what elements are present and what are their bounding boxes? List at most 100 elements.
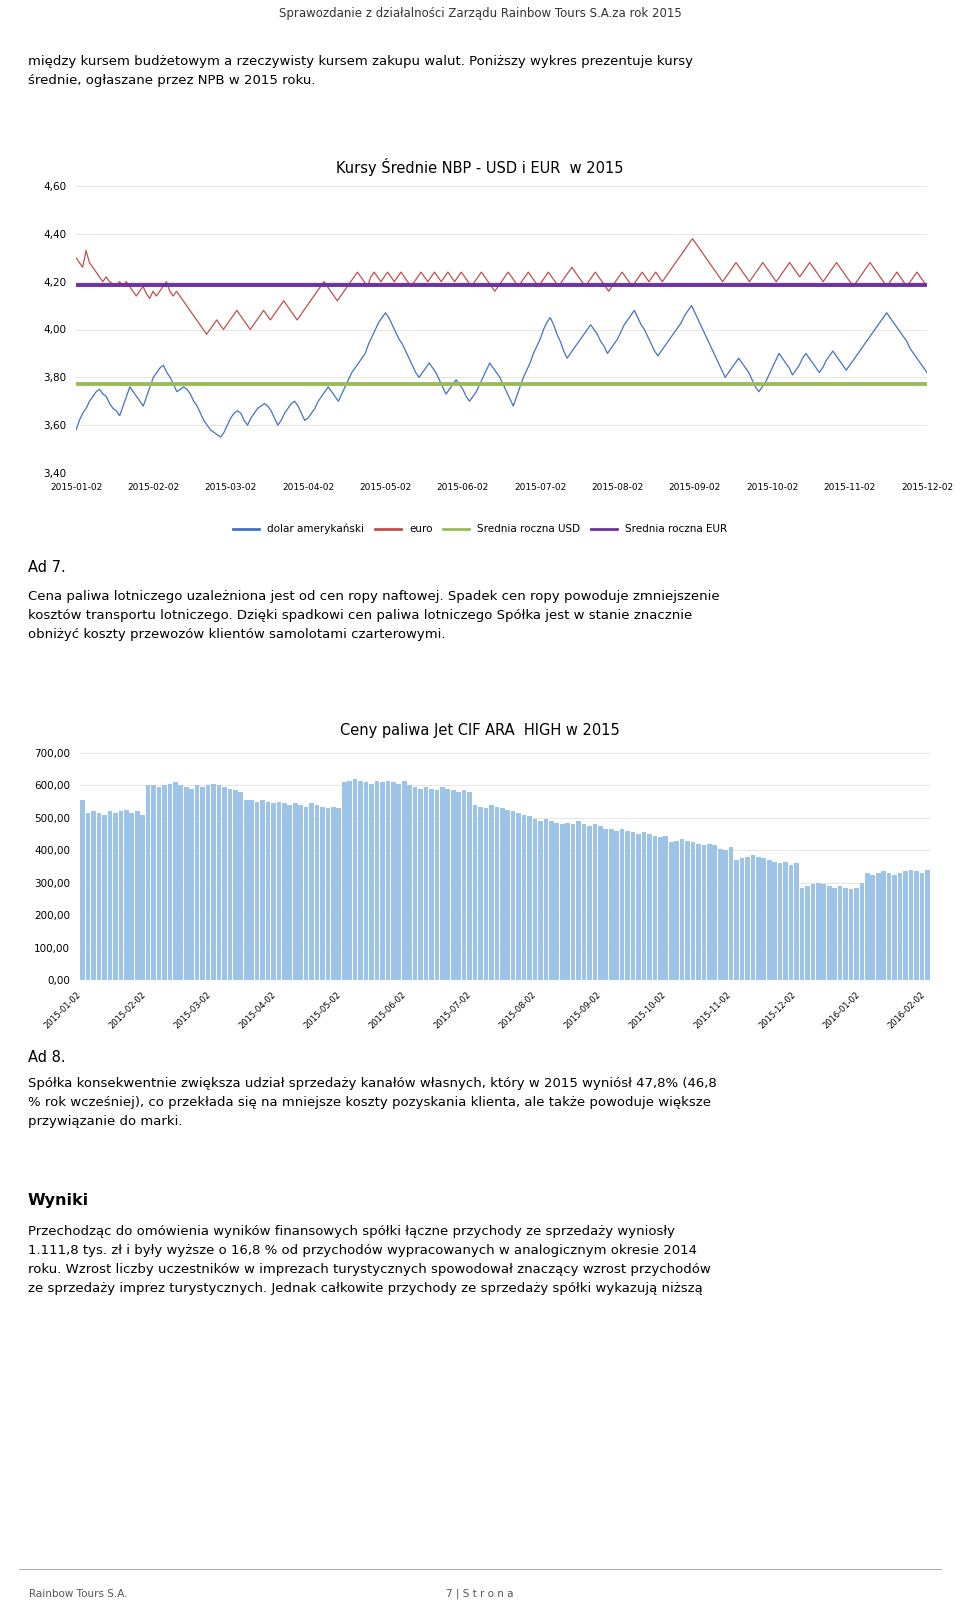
- Bar: [118, 811, 123, 979]
- Bar: [348, 781, 352, 979]
- Bar: [527, 816, 532, 979]
- Bar: [254, 802, 259, 979]
- Bar: [620, 829, 624, 979]
- Bar: [756, 856, 760, 979]
- Bar: [641, 832, 646, 979]
- Bar: [549, 821, 554, 979]
- Bar: [543, 819, 548, 979]
- Bar: [674, 840, 679, 979]
- Bar: [494, 806, 499, 979]
- Bar: [859, 882, 864, 979]
- Bar: [636, 834, 641, 979]
- Bar: [156, 787, 161, 979]
- Bar: [364, 782, 369, 979]
- Bar: [113, 813, 118, 979]
- Bar: [854, 887, 859, 979]
- Text: Ad 7.: Ad 7.: [28, 561, 65, 575]
- Bar: [413, 787, 418, 979]
- Bar: [822, 884, 826, 979]
- Bar: [173, 782, 178, 979]
- Bar: [250, 800, 254, 979]
- Bar: [266, 802, 271, 979]
- Bar: [201, 787, 204, 979]
- Bar: [838, 886, 843, 979]
- Bar: [761, 858, 766, 979]
- Bar: [680, 839, 684, 979]
- Bar: [440, 787, 444, 979]
- Bar: [419, 789, 422, 979]
- Bar: [898, 873, 902, 979]
- Bar: [751, 855, 756, 979]
- Bar: [690, 842, 695, 979]
- Bar: [571, 824, 575, 979]
- Bar: [396, 784, 401, 979]
- Text: Spółka konsekwentnie zwiększa udział sprzedaży kanałów własnych, który w 2015 wy: Spółka konsekwentnie zwiększa udział spr…: [28, 1076, 717, 1128]
- Bar: [778, 863, 782, 979]
- Text: Przechodząc do omówienia wyników finansowych spółki łączne przychody ze sprzedaż: Przechodząc do omówienia wyników finanso…: [28, 1225, 710, 1294]
- Bar: [734, 860, 739, 979]
- Bar: [315, 805, 320, 979]
- Bar: [445, 789, 450, 979]
- Bar: [843, 887, 848, 979]
- Bar: [179, 785, 183, 979]
- Bar: [168, 784, 172, 979]
- Bar: [865, 873, 870, 979]
- Bar: [91, 811, 96, 979]
- Text: Sprawozdanie z działalności Zarządu Rainbow Tours S.A.za rok 2015: Sprawozdanie z działalności Zarządu Rain…: [278, 8, 682, 21]
- Bar: [773, 861, 777, 979]
- Bar: [472, 805, 477, 979]
- Bar: [516, 813, 521, 979]
- Text: Ad 8.: Ad 8.: [28, 1050, 65, 1065]
- Bar: [189, 789, 194, 979]
- Bar: [560, 824, 564, 979]
- Text: Kursy Średnie NBP - USD i EUR  w 2015: Kursy Średnie NBP - USD i EUR w 2015: [336, 158, 624, 176]
- Bar: [631, 832, 636, 979]
- Bar: [462, 790, 467, 979]
- Bar: [244, 800, 249, 979]
- Bar: [293, 803, 298, 979]
- Bar: [152, 785, 156, 979]
- Bar: [130, 813, 134, 979]
- Text: Ceny paliwa Jet CIF ARA  HIGH w 2015: Ceny paliwa Jet CIF ARA HIGH w 2015: [340, 722, 620, 739]
- Bar: [162, 785, 167, 979]
- Bar: [707, 844, 711, 979]
- Legend: dolar amerykański, euro, Srednia roczna USD, Srednia roczna EUR: dolar amerykański, euro, Srednia roczna …: [228, 520, 732, 538]
- Bar: [222, 787, 227, 979]
- Bar: [102, 814, 107, 979]
- Text: Rainbow Tours S.A.: Rainbow Tours S.A.: [29, 1589, 128, 1598]
- Bar: [423, 787, 428, 979]
- Bar: [205, 785, 210, 979]
- Bar: [881, 871, 886, 979]
- Bar: [287, 805, 292, 979]
- FancyBboxPatch shape: [4, 112, 956, 554]
- Text: Wyniki: Wyniki: [28, 1193, 89, 1207]
- Bar: [282, 803, 287, 979]
- Bar: [184, 787, 188, 979]
- Bar: [276, 802, 281, 979]
- Bar: [702, 845, 707, 979]
- Bar: [238, 792, 243, 979]
- Bar: [325, 808, 330, 979]
- Bar: [794, 863, 799, 979]
- Bar: [903, 871, 908, 979]
- Bar: [342, 782, 347, 979]
- Bar: [195, 785, 200, 979]
- Bar: [592, 824, 597, 979]
- Bar: [337, 808, 341, 979]
- Bar: [374, 781, 379, 979]
- Bar: [407, 785, 412, 979]
- Bar: [625, 831, 630, 979]
- Bar: [647, 834, 652, 979]
- Bar: [712, 845, 717, 979]
- Bar: [140, 814, 145, 979]
- Bar: [783, 861, 788, 979]
- Bar: [663, 835, 668, 979]
- Bar: [609, 829, 613, 979]
- Bar: [97, 813, 102, 979]
- FancyBboxPatch shape: [4, 682, 956, 1044]
- Bar: [85, 813, 90, 979]
- Bar: [805, 886, 809, 979]
- Bar: [827, 886, 831, 979]
- Bar: [489, 805, 493, 979]
- Bar: [478, 806, 483, 979]
